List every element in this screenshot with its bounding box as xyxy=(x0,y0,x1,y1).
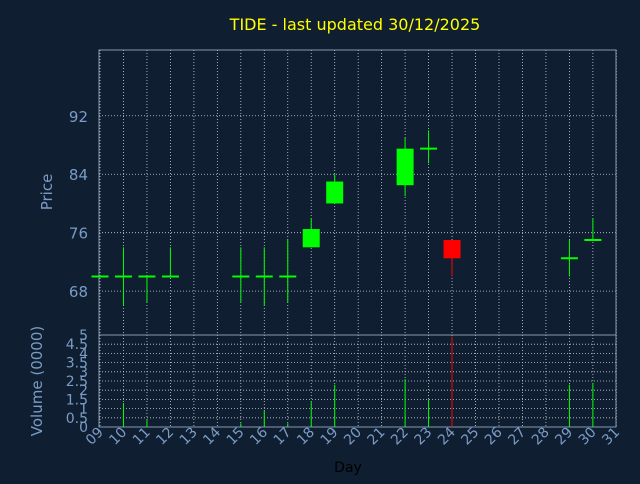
candle xyxy=(161,247,179,278)
candle xyxy=(560,240,578,277)
candle xyxy=(420,130,438,164)
price-tick-label: 92 xyxy=(69,108,88,126)
day-tick-label: 20 xyxy=(341,425,365,449)
volume-tick-label: 0 xyxy=(79,420,88,436)
volume-tick-label: 3.5 xyxy=(66,356,88,372)
price-tick-label: 84 xyxy=(69,166,88,184)
candle xyxy=(584,218,602,241)
day-x-axis: 09 10 11 12 13 14 15 16 17 18 19 20 21 22 23 24 25 26 27 28… xyxy=(83,424,623,448)
day-tick-label: 25 xyxy=(458,425,482,449)
volume-tick-label: 1.5 xyxy=(66,392,88,408)
candle xyxy=(302,218,320,248)
candle xyxy=(279,240,297,303)
volume-tick-label: 3 xyxy=(79,365,88,381)
day-tick-label: 13 xyxy=(177,425,201,449)
volume-tick-label: 5 xyxy=(79,328,88,344)
day-tick-label: 22 xyxy=(388,425,412,449)
candle-body xyxy=(396,148,414,186)
day-tick-label: 17 xyxy=(271,425,295,449)
day-tick-label: 10 xyxy=(106,425,130,449)
day-tick-label: 28 xyxy=(529,425,553,449)
price-axis-label: Price xyxy=(38,174,56,211)
candle xyxy=(255,247,273,306)
candle xyxy=(114,247,132,306)
day-tick-label: 14 xyxy=(200,424,224,448)
day-tick-label: 31 xyxy=(599,425,623,449)
volume-tick-label: 0.5 xyxy=(66,411,88,427)
day-tick-label: 27 xyxy=(505,425,529,449)
volume-grid xyxy=(99,334,617,428)
day-tick-label: 19 xyxy=(318,425,342,449)
candle-body xyxy=(302,229,320,248)
day-tick-label: 18 xyxy=(294,425,318,449)
candle-body xyxy=(443,240,461,259)
price-tick-label: 68 xyxy=(69,283,88,301)
day-tick-label: 30 xyxy=(576,425,600,449)
day-tick-label: 12 xyxy=(153,425,177,449)
day-tick-label: 26 xyxy=(482,424,506,448)
day-tick-label: 15 xyxy=(224,425,248,449)
volume-tick-label: 2.5 xyxy=(66,374,88,390)
chart-title: TIDE - last updated 30/12/2025 xyxy=(229,15,481,34)
candle xyxy=(138,275,156,303)
candle xyxy=(326,174,344,204)
candle xyxy=(232,247,250,303)
volume-tick-label: 2 xyxy=(79,383,88,399)
volume-tick-label: 4 xyxy=(79,346,88,362)
price-panel-frame xyxy=(98,49,617,336)
volume-panel-frame xyxy=(98,334,617,428)
volume-y-axis: 00.511.522.533.544.55 xyxy=(66,328,88,436)
day-axis-label: Day xyxy=(334,460,362,476)
day-tick-label: 24 xyxy=(435,424,459,448)
volume-tick-label: 1 xyxy=(79,402,88,418)
candle xyxy=(396,137,414,197)
candle xyxy=(443,240,461,277)
day-tick-label: 16 xyxy=(247,424,271,448)
candle-body xyxy=(326,181,344,204)
candles xyxy=(91,130,602,306)
day-tick-label: 23 xyxy=(411,425,435,449)
price-grid xyxy=(99,50,617,335)
day-tick-label: 21 xyxy=(365,425,389,449)
day-tick-label: 29 xyxy=(552,425,576,449)
volume-tick-label: 4.5 xyxy=(66,337,88,353)
price-y-axis: 68 76 84 92 xyxy=(69,108,88,301)
day-tick-label: 11 xyxy=(130,425,154,449)
volume-bars xyxy=(122,336,594,427)
volume-axis-label: Volume (0000) xyxy=(28,326,46,436)
price-tick-label: 76 xyxy=(69,225,88,243)
